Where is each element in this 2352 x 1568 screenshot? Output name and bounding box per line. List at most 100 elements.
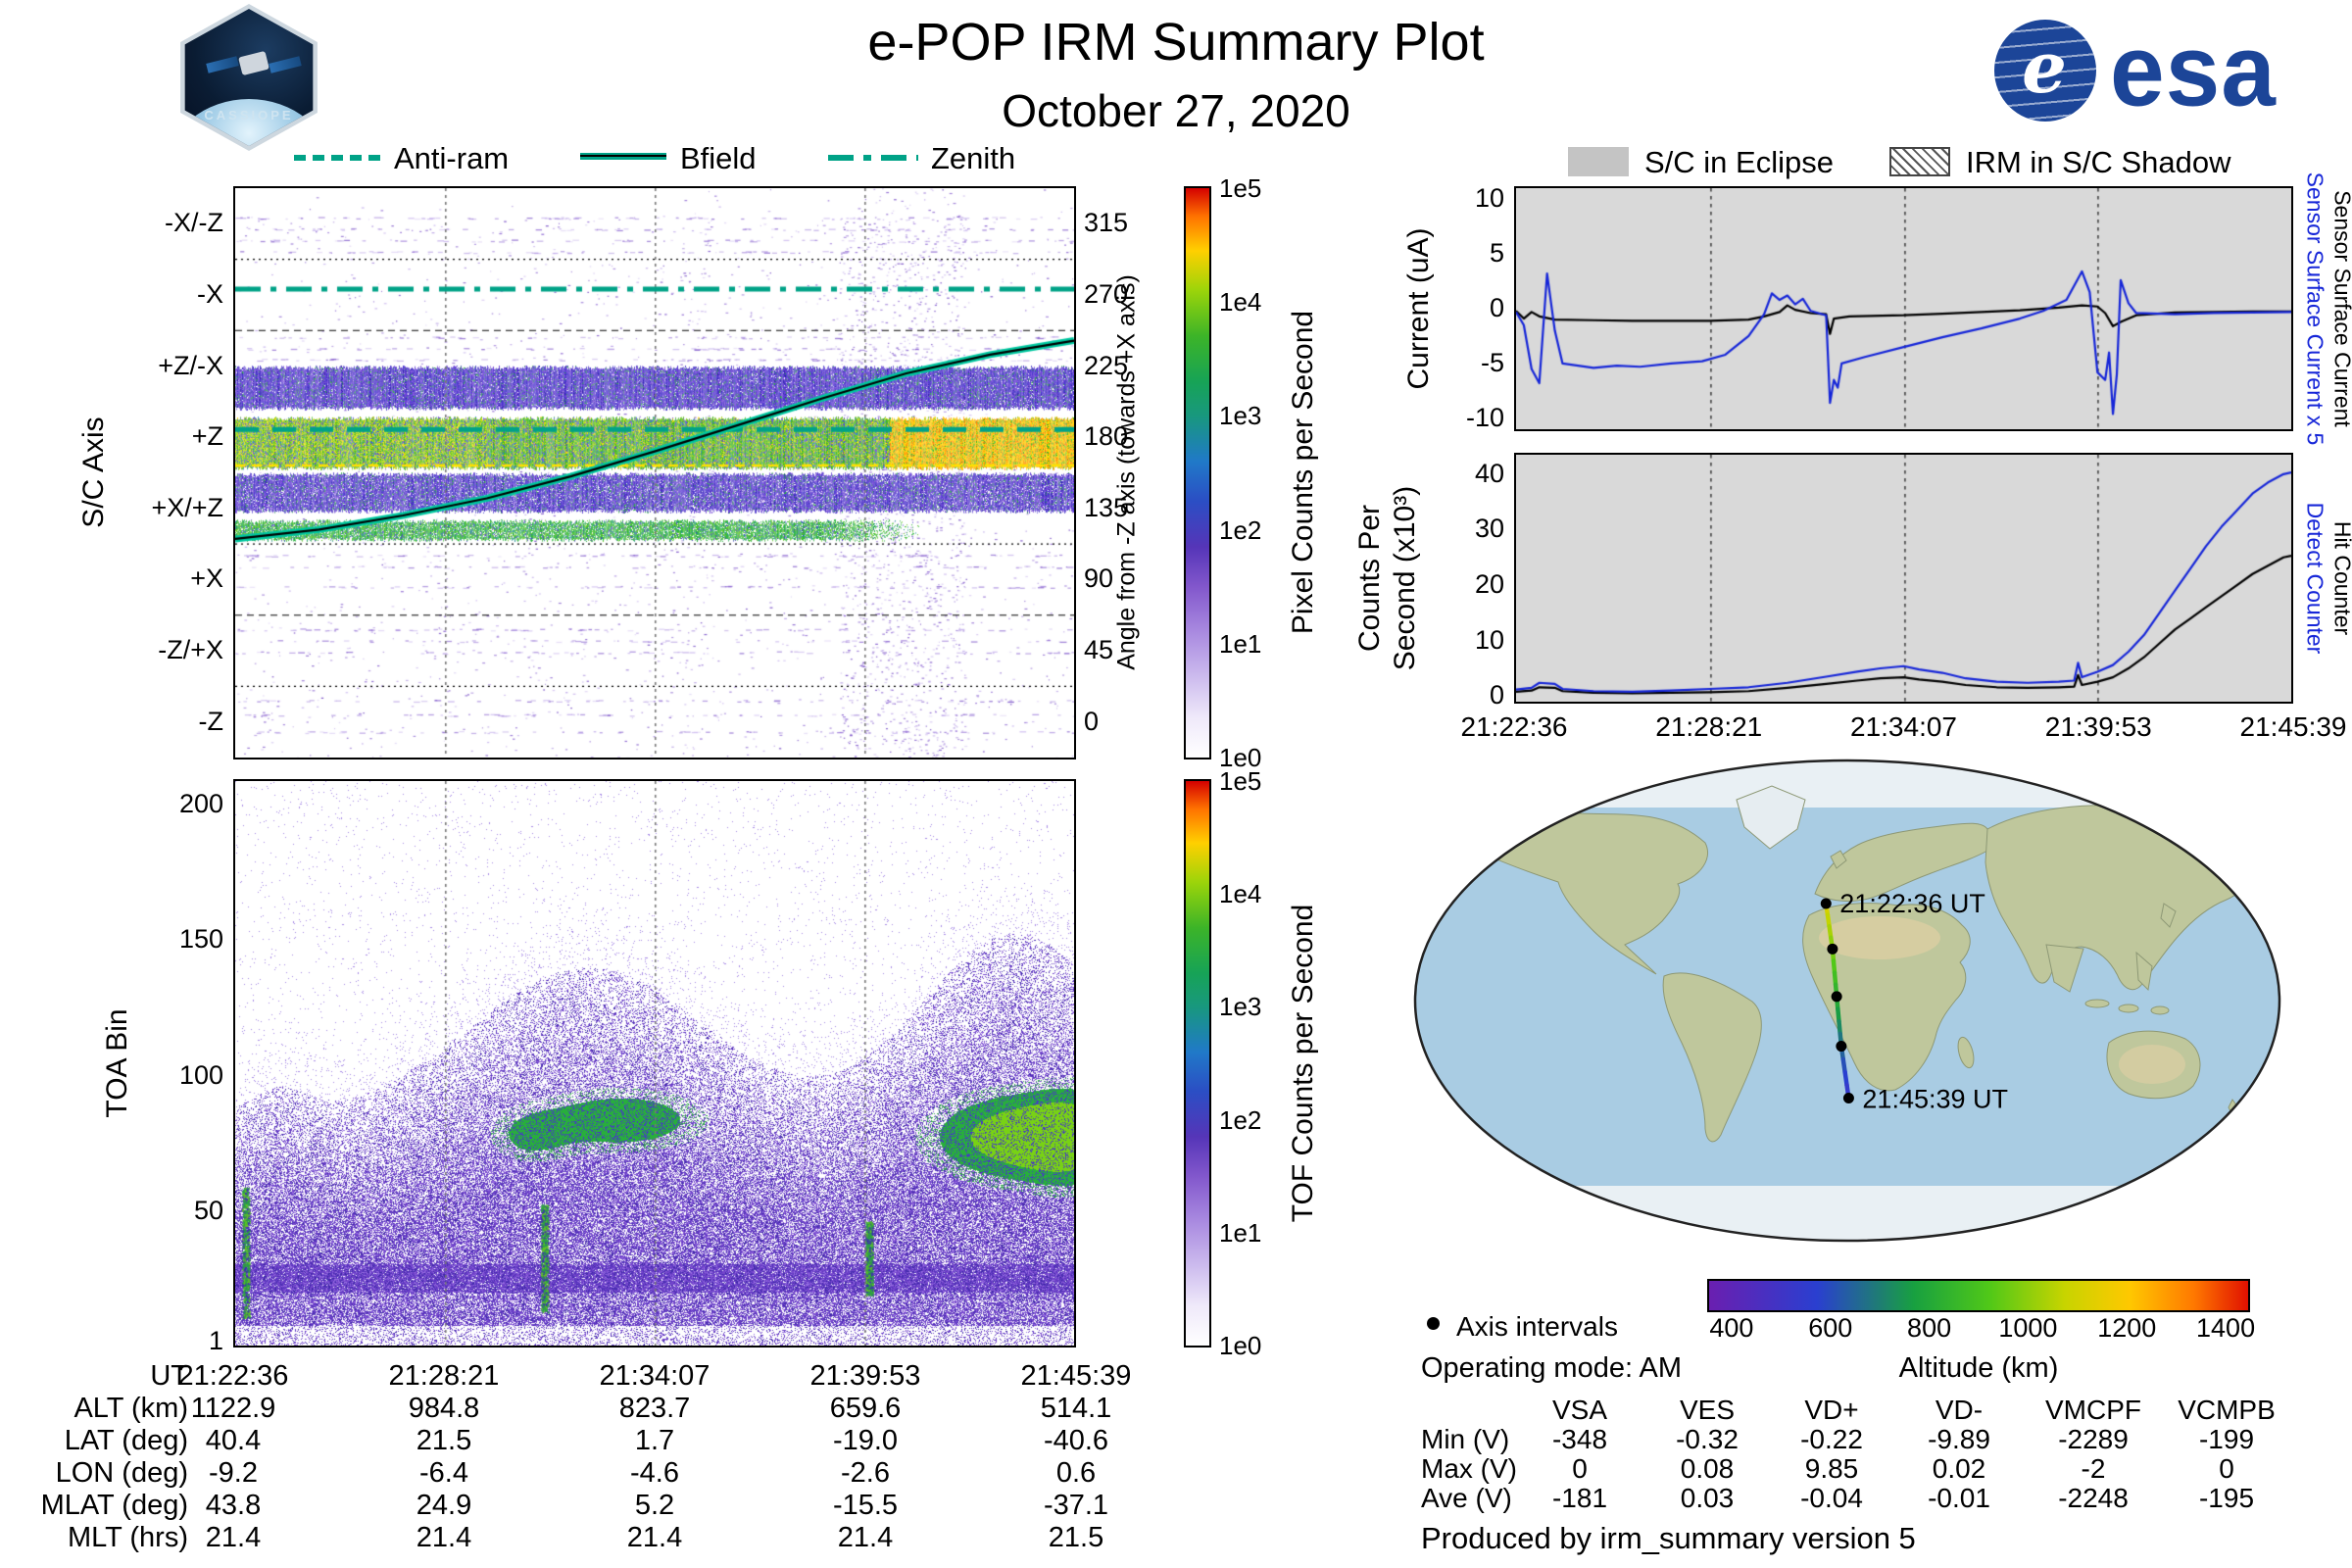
angle-axis-tick: 315	[1084, 208, 1129, 238]
voltage-header: VD-	[1935, 1395, 1984, 1425]
pixel-counts-colorbar	[1184, 186, 1211, 760]
pixel-colorbar-tick: 1e4	[1219, 287, 1262, 318]
voltage-header: VD+	[1804, 1395, 1859, 1425]
voltage-cell: -348	[1551, 1424, 1608, 1454]
sensor-current-canvas	[1516, 188, 2291, 429]
tof-colorbar-tick: 1e5	[1219, 766, 1262, 796]
eph-cell: 21.5	[416, 1425, 472, 1456]
anti-ram-legend-label: Anti-ram	[394, 141, 510, 175]
altitude-colorbar	[1707, 1279, 2250, 1312]
sc-axis-ytick: +Z/-X	[158, 350, 223, 380]
counts-ytick: 10	[1474, 624, 1504, 655]
eph-cell: 514.1	[1040, 1393, 1112, 1424]
eph-cell: 21.5	[1048, 1522, 1104, 1553]
outback-shading	[2119, 1045, 2185, 1084]
map-outline	[1413, 759, 2281, 1243]
eph-cell: 984.8	[408, 1393, 480, 1424]
time-xtick: 21:45:39	[2239, 711, 2347, 742]
eph-row-label: MLT (hrs)	[68, 1522, 188, 1553]
sc-axis-ytick: +X	[190, 564, 223, 594]
current-ytick: 5	[1489, 238, 1504, 269]
angle-axis-label: Angle from -Z axis (towards +X axis)	[1112, 274, 1141, 670]
voltage-cell: -0.32	[1676, 1424, 1739, 1454]
esa-logo: e esa	[1994, 13, 2277, 127]
esa-emblem-letter: e	[2022, 25, 2067, 110]
voltage-cell: -181	[1551, 1483, 1608, 1513]
madagascar	[1957, 1036, 1975, 1069]
voltage-header: VMCPF	[2045, 1395, 2141, 1425]
axis-intervals-dot-icon	[1427, 1317, 1440, 1330]
sahara-shading	[1819, 916, 1940, 959]
tof-counts-colorbar-label: TOF Counts per Second	[1287, 904, 1319, 1223]
eph-cell: 21:45:39	[1020, 1360, 1132, 1392]
eph-cell: -2.6	[841, 1457, 890, 1489]
sensor-surface-current-label: Sensor Surface Current	[2329, 190, 2352, 427]
angle-axis-tick: 90	[1084, 564, 1114, 594]
axis-interval-dot	[1831, 991, 1842, 1003]
counts-ytick: 0	[1489, 680, 1504, 710]
eph-cell: 21:34:07	[599, 1360, 710, 1392]
toa-ytick: 100	[178, 1059, 223, 1090]
zenith-line-sample	[828, 155, 918, 161]
voltage-cell: -199	[2198, 1424, 2255, 1454]
eph-cell: 21.4	[205, 1522, 262, 1553]
toa-ytick: 150	[178, 924, 223, 955]
pixel-colorbar-tick: 1e0	[1219, 743, 1262, 772]
bfield-legend-label: Bfield	[680, 141, 757, 175]
eph-row-label: MLAT (deg)	[40, 1490, 188, 1521]
operating-mode-text: Operating mode: AM	[1421, 1352, 1682, 1384]
axis-interval-dot	[1820, 898, 1832, 909]
current-ytick: -5	[1480, 347, 1504, 377]
voltage-header: VSA	[1551, 1395, 1608, 1425]
voltage-cell: 9.85	[1804, 1453, 1859, 1484]
india	[2045, 944, 2084, 993]
voltage-header: VCMPB	[2178, 1395, 2276, 1425]
eph-cell: 1122.9	[190, 1393, 276, 1424]
eph-row-label: LON (deg)	[55, 1457, 188, 1489]
sc-axis-ytick: +X/+Z	[151, 492, 223, 522]
time-xtick: 21:39:53	[2044, 711, 2152, 742]
angle-axis-tick: 0	[1084, 706, 1100, 736]
badge-mission-name: CASSIOPE	[204, 108, 294, 122]
indonesia	[2118, 1004, 2139, 1013]
shadow-legend-swatch	[1889, 147, 1950, 176]
toa-spectrogram-canvas	[235, 781, 1074, 1346]
tof-colorbar-tick: 1e3	[1219, 992, 1262, 1022]
altitude-colorbar-label: Altitude (km)	[1898, 1352, 2059, 1384]
voltage-row-label: Ave (V)	[1421, 1483, 1512, 1513]
sc-axis-spectrogram-canvas	[235, 188, 1074, 758]
page-title: e-POP IRM Summary Plot	[867, 13, 1485, 72]
south-america	[1662, 972, 1762, 1143]
voltage-cell: -2289	[2058, 1424, 2129, 1454]
tof-counts-colorbar	[1184, 779, 1211, 1348]
voltage-row-label: Min (V)	[1421, 1424, 1510, 1454]
voltage-row-label: Max (V)	[1421, 1453, 1517, 1484]
pixel-colorbar-tick: 1e5	[1219, 173, 1262, 203]
eph-row-label: ALT (km)	[74, 1393, 188, 1424]
detect-counter-label: Detect Counter	[2302, 502, 2328, 655]
altitude-tick: 600	[1808, 1313, 1853, 1343]
axis-interval-dot	[1836, 1041, 1847, 1053]
pixel-colorbar-tick: 1e1	[1219, 628, 1262, 659]
bfield-line-sample	[580, 153, 666, 160]
toa-ytick: 50	[193, 1195, 223, 1225]
eph-cell: 0.6	[1055, 1457, 1097, 1489]
pixel-counts-colorbar-label: Pixel Counts per Second	[1287, 310, 1319, 635]
voltage-header: VES	[1679, 1395, 1736, 1425]
zenith-legend-label: Zenith	[931, 141, 1016, 175]
axis-interval-dot	[1842, 1092, 1854, 1103]
eph-cell: -15.5	[832, 1490, 899, 1521]
counters-canvas	[1516, 455, 2291, 702]
eph-cell: 21:39:53	[809, 1360, 921, 1392]
eph-cell: 40.4	[205, 1425, 262, 1456]
sc-axis-ytick: -X/-Z	[165, 208, 223, 238]
eph-cell: 21.4	[416, 1522, 472, 1553]
eph-cell: -40.6	[1043, 1425, 1109, 1456]
indonesia	[2150, 1005, 2170, 1015]
voltage-cell: -2	[2081, 1453, 2106, 1484]
eph-cell: 24.9	[416, 1490, 472, 1521]
eph-cell: 5.2	[634, 1490, 675, 1521]
track-end-label: 21:45:39 UT	[1862, 1084, 2008, 1113]
sc-axis-ytick: -Z	[198, 706, 223, 736]
